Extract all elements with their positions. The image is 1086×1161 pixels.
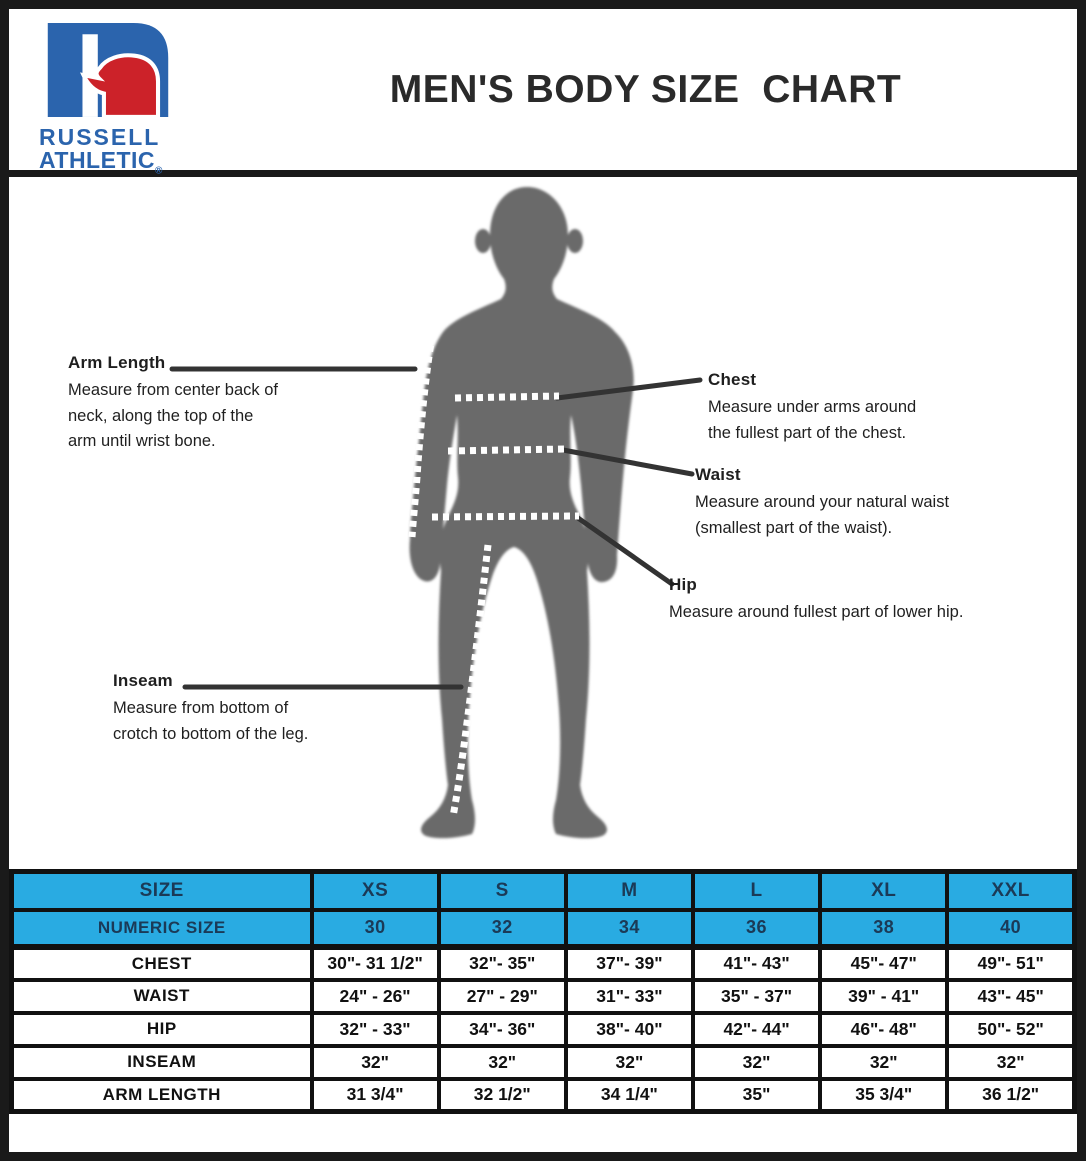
annotation-arm-length: Arm Length Measure from center back of n… — [68, 353, 333, 455]
waist-callout-line — [560, 447, 695, 477]
column-header: XS — [309, 869, 441, 912]
cell: 38 — [818, 907, 950, 950]
column-header: XL — [818, 869, 950, 912]
row-label: INSEAM — [9, 1043, 314, 1081]
table-row: NUMERIC SIZE 30 32 34 36 38 40 — [9, 907, 1077, 950]
arm-length-measure-line — [408, 286, 492, 538]
callout-lines — [169, 366, 703, 690]
cell: 35" — [690, 1076, 823, 1114]
cell: 32" - 33" — [309, 1010, 441, 1048]
row-label: ARM LENGTH — [9, 1076, 314, 1114]
cell: 31"- 33" — [563, 977, 695, 1015]
arm-length-description: Measure from center back of neck, along … — [68, 381, 279, 451]
table-row: CHEST 30"- 31 1/2" 32"- 35" 37"- 39" 41"- 43… — [9, 944, 1077, 982]
eagle-r-logo-icon — [47, 23, 169, 119]
measurement-lines — [408, 286, 580, 818]
page-title: MEN'S BODY SIZE CHART — [389, 67, 902, 111]
row-label: NUMERIC SIZE — [9, 907, 314, 950]
logo-wordmark: RUSSELL ATHLETIC® — [39, 126, 244, 177]
size-chart-head-row: SIZE XS S M L XL XXL — [9, 869, 1077, 912]
hip-description: Measure around fullest part of lower hip… — [669, 603, 964, 621]
annotation-waist: Waist Measure around your natural waist … — [695, 465, 1015, 541]
chest-description: Measure under arms around the fullest pa… — [708, 398, 917, 442]
cell: 32 — [436, 907, 568, 950]
hip-label: Hip — [669, 575, 697, 594]
waist-label: Waist — [695, 465, 741, 484]
inseam-measure-line — [449, 544, 492, 818]
russell-athletic-logo: RUSSELL ATHLETIC® — [9, 9, 244, 176]
table-row: INSEAM 32" 32" 32" 32" 32" 32" — [9, 1043, 1077, 1081]
cell: 46"- 48" — [818, 1010, 950, 1048]
cell: 34 — [563, 907, 695, 950]
cell: 32" — [818, 1043, 950, 1081]
registered-mark: ® — [155, 165, 163, 177]
waist-measure-line — [447, 445, 566, 455]
cell: 24" - 26" — [309, 977, 441, 1015]
cell: 27" - 29" — [436, 977, 568, 1015]
measurement-diagram: Arm Length Measure from center back of n… — [9, 177, 1077, 869]
cell: 36 — [690, 907, 823, 950]
arm-length-label: Arm Length — [68, 353, 166, 372]
cell: 32" — [563, 1043, 695, 1081]
cell: 37"- 39" — [563, 944, 695, 982]
table-row: HIP 32" - 33" 34"- 36" 38"- 40" 42"- 44" 46"-… — [9, 1010, 1077, 1048]
annotation-chest: Chest Measure under arms around the full… — [708, 370, 988, 446]
header: RUSSELL ATHLETIC® MEN'S BODY SIZE CHART — [9, 9, 1077, 177]
row-label: WAIST — [9, 977, 314, 1015]
body-silhouette — [169, 187, 703, 839]
logo-line-russell: RUSSELL — [39, 124, 161, 150]
man-figure — [409, 187, 634, 839]
cell: 49"- 51" — [945, 944, 1077, 982]
annotation-hip: Hip Measure around fullest part of lower… — [669, 575, 1049, 626]
cell: 32 1/2" — [436, 1076, 568, 1114]
logo-line-athletic: ATHLETIC® — [39, 147, 163, 177]
cell: 32" — [945, 1043, 1077, 1081]
size-chart-table: SIZE XS S M L XL XXL NUMERIC SIZE 30 32 34 36 38 40 C… — [9, 869, 1077, 1114]
column-header: S — [436, 869, 568, 912]
column-header: M — [563, 869, 695, 912]
cell: 32" — [436, 1043, 568, 1081]
column-header: L — [690, 869, 823, 912]
cell: 35 3/4" — [818, 1076, 950, 1114]
cell: 34 1/4" — [563, 1076, 695, 1114]
waist-description: Measure around your natural waist (small… — [695, 493, 950, 537]
chest-callout-line — [554, 377, 703, 401]
table-row: ARM LENGTH 31 3/4" 32 1/2" 34 1/4" 35" 35 3/4… — [9, 1076, 1077, 1114]
hip-measure-line — [431, 512, 580, 521]
cell: 42"- 44" — [690, 1010, 823, 1048]
cell: 34"- 36" — [436, 1010, 568, 1048]
size-chart-body: NUMERIC SIZE 30 32 34 36 38 40 CHEST 30"- 31 1/2… — [9, 907, 1077, 1114]
cell: 32" — [309, 1043, 441, 1081]
cell: 36 1/2" — [945, 1076, 1077, 1114]
cell: 31 3/4" — [309, 1076, 441, 1114]
cell: 30 — [309, 907, 441, 950]
cell: 30"- 31 1/2" — [309, 944, 441, 982]
inseam-description: Measure from bottom of crotch to bottom … — [113, 699, 309, 743]
cell: 50"- 52" — [945, 1010, 1077, 1048]
row-label: HIP — [9, 1010, 314, 1048]
cell: 45"- 47" — [818, 944, 950, 982]
cell: 38"- 40" — [563, 1010, 695, 1048]
chest-label: Chest — [708, 370, 757, 389]
inseam-label: Inseam — [113, 671, 173, 690]
column-header: XXL — [945, 869, 1077, 912]
annotation-inseam: Inseam Measure from bottom of crotch to … — [113, 671, 373, 747]
cell: 40 — [945, 907, 1077, 950]
cell: 35" - 37" — [690, 977, 823, 1015]
cell: 41"- 43" — [690, 944, 823, 982]
row-label: CHEST — [9, 944, 314, 982]
table-row: WAIST 24" - 26" 27" - 29" 31"- 33" 35" - 37"… — [9, 977, 1077, 1015]
hip-callout-line — [575, 515, 675, 587]
cell: 32"- 35" — [436, 944, 568, 982]
cell: 43"- 45" — [945, 977, 1077, 1015]
corner-header: SIZE — [9, 869, 314, 912]
cell: 39" - 41" — [818, 977, 950, 1015]
cell: 32" — [690, 1043, 823, 1081]
